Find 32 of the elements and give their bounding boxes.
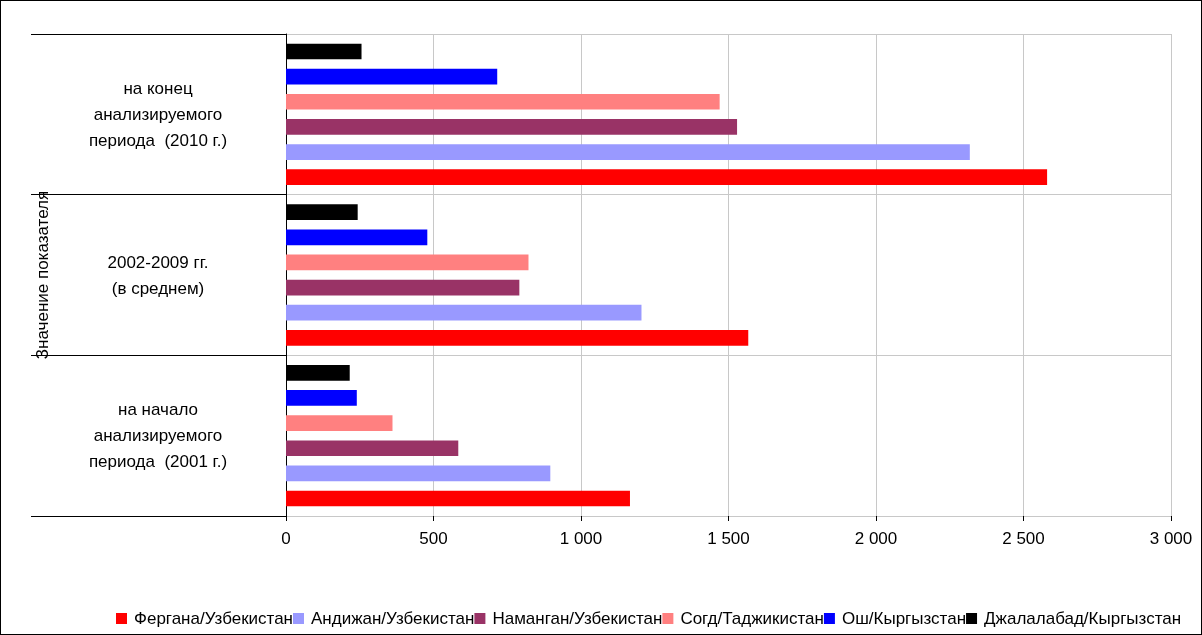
bar <box>286 490 630 507</box>
y-axis-title: Значение показателя <box>33 190 52 360</box>
bar <box>286 415 393 431</box>
bar <box>286 254 529 271</box>
bar <box>286 440 459 457</box>
x-tick-label: 2 500 <box>1002 529 1045 548</box>
y-tick-label: на конец анализируемого периода (2010 г.) <box>88 78 228 150</box>
x-tick-label: 2 000 <box>854 529 898 548</box>
legend-label: Джалалабад/Кыргызстан <box>984 609 1182 628</box>
legend-label: Наманган/Узбекистан <box>492 609 663 628</box>
bar <box>286 329 749 346</box>
bar <box>286 144 970 160</box>
bar <box>286 119 738 135</box>
bar <box>286 93 720 110</box>
bar <box>286 465 551 482</box>
legend-label: Фергана/Узбекистан <box>134 609 294 628</box>
x-tick-label: 3 000 <box>1149 529 1193 548</box>
y-tick-label: на начало анализируемого периода (2001 г.) <box>88 400 228 472</box>
bar <box>286 68 498 85</box>
y-tick-label: 2002-2009 гг. (в среднем) <box>107 252 209 298</box>
bar <box>286 169 1048 186</box>
bar <box>286 390 357 406</box>
bar <box>286 304 642 321</box>
legend-label: Андижан/Узбекистан <box>311 609 475 628</box>
x-tick-label: 500 <box>419 529 448 548</box>
x-tick-label: 1 000 <box>559 529 603 548</box>
bar <box>286 229 428 246</box>
x-tick-label: 0 <box>281 529 291 548</box>
x-tick-label: 1 500 <box>707 529 750 548</box>
legend-label: Ош/Кыргызстан <box>841 609 967 628</box>
bar <box>286 279 520 296</box>
legend-label: Согд/Таджикистан <box>680 609 824 628</box>
